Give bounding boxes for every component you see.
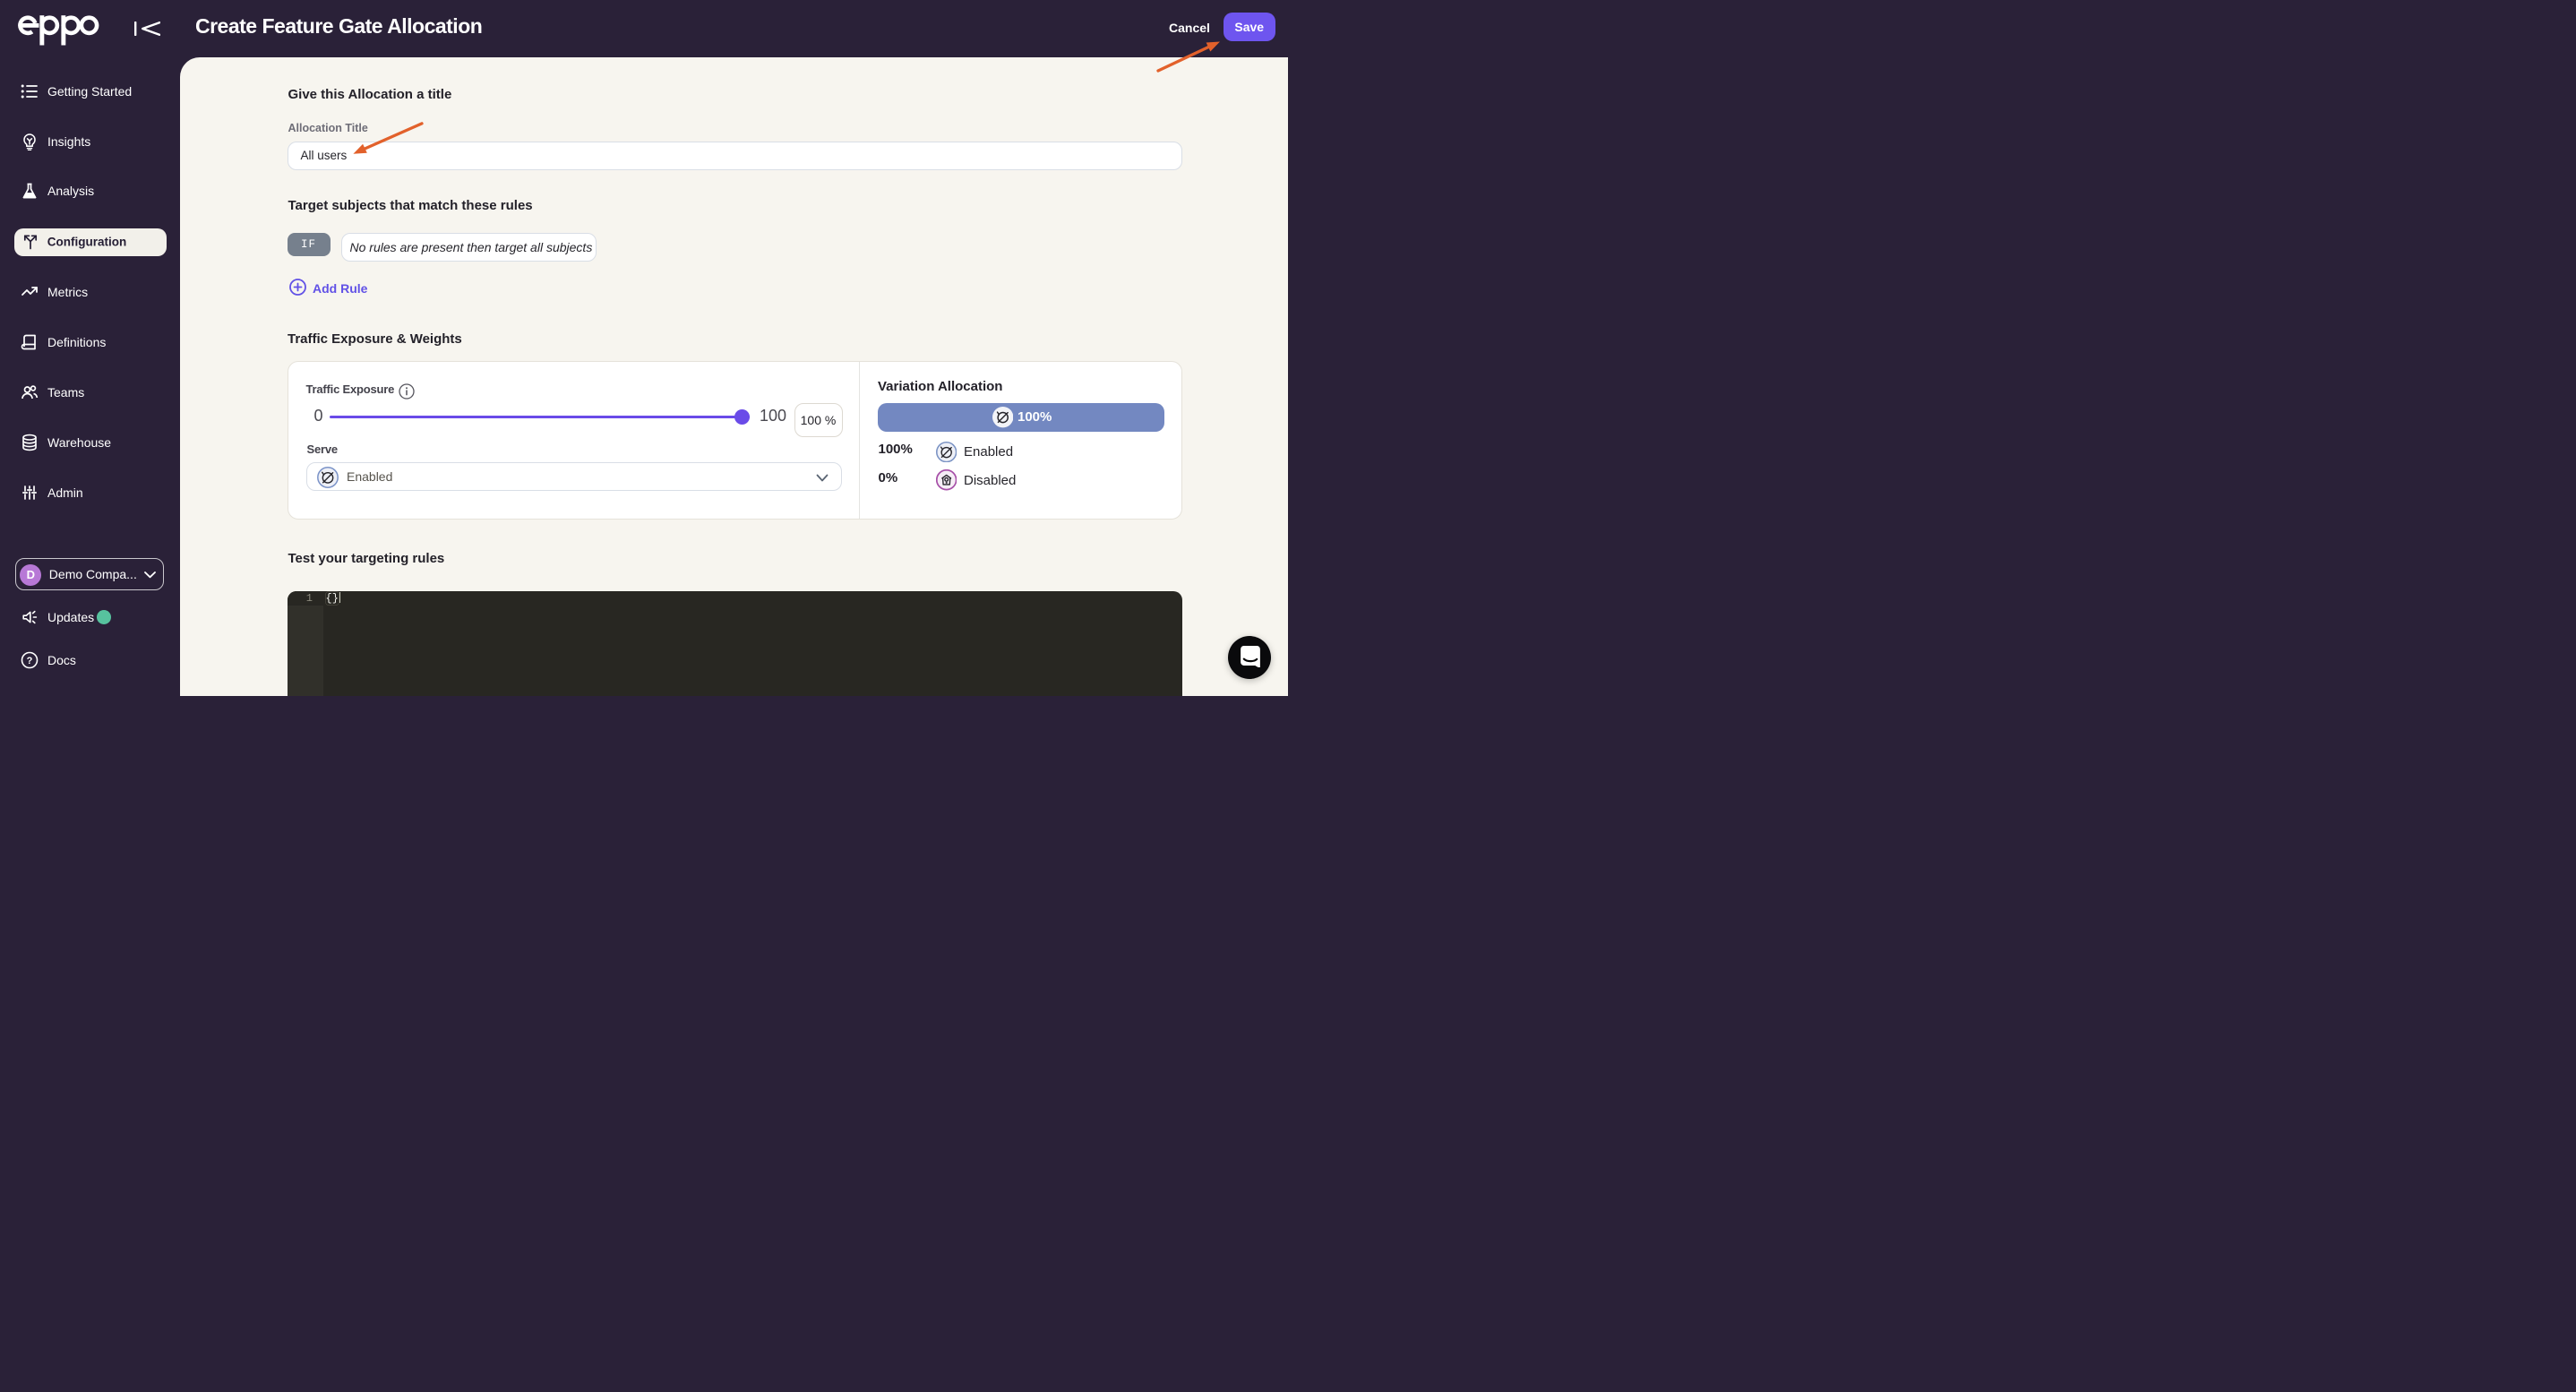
svg-text:?: ? xyxy=(27,656,33,666)
